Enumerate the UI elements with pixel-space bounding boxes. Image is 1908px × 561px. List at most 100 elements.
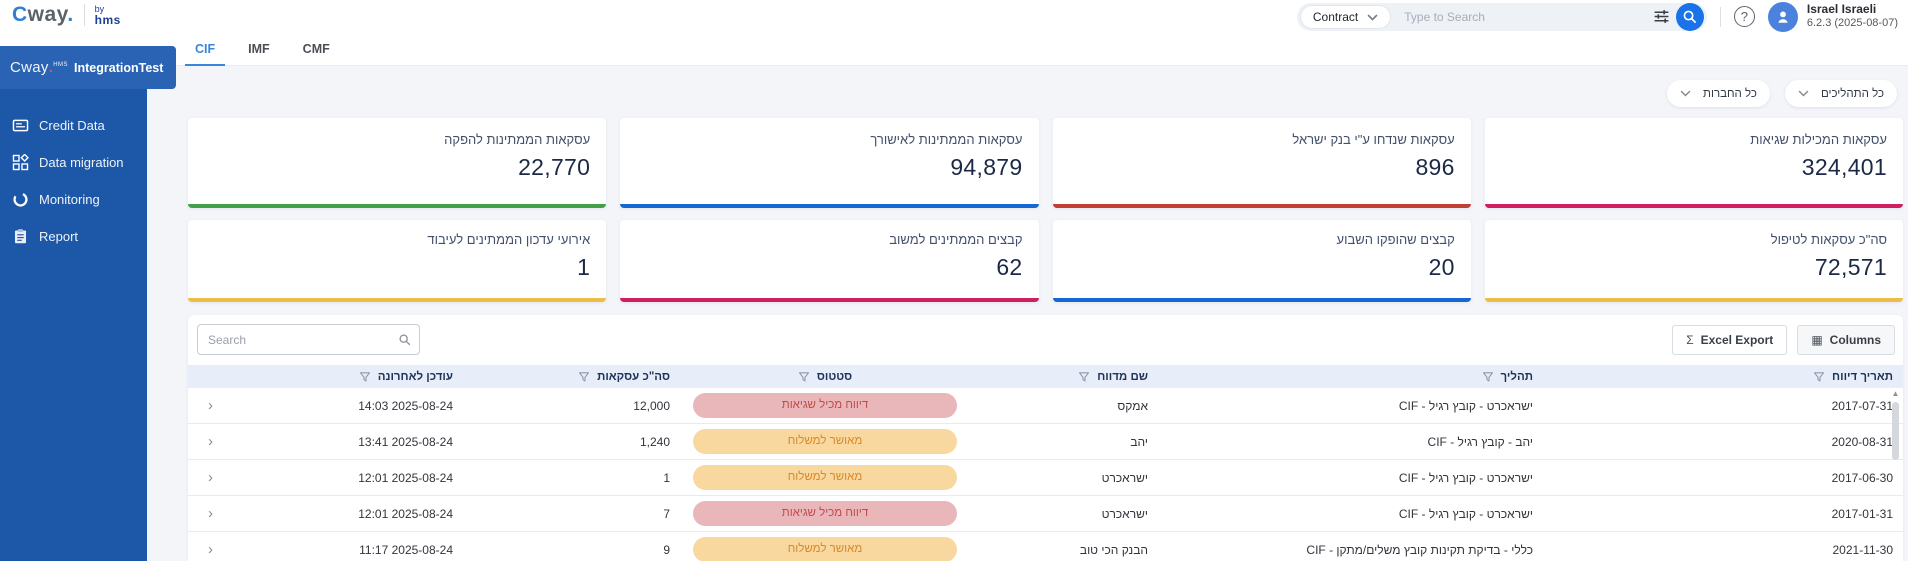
stat-card[interactable]: עסקאות הממתינות להפקה 22,770 (188, 118, 607, 208)
help-icon[interactable]: ? (1733, 6, 1755, 27)
sidebar-item-credit-data[interactable]: Credit Data (0, 107, 147, 144)
scroll-up-icon[interactable]: ▲ (1891, 389, 1900, 398)
expand-row-chevron-icon[interactable]: › (208, 397, 213, 414)
column-header-3[interactable]: סטטוס (680, 371, 970, 383)
filter-funnel-icon[interactable] (1482, 371, 1494, 383)
cell-report-date: 2017-07-31 (1831, 398, 1893, 413)
logo-red-dot: . (48, 59, 54, 76)
table-row[interactable]: 2017-06-30 ישראכרט - קובץ רגיל - CIF ישראכ… (188, 460, 1903, 496)
cell-reporter: אמקס (1117, 398, 1148, 413)
user-name: Israel Israeli (1806, 2, 1877, 17)
app-version: 6.2.3 (2025-08-07) (1806, 17, 1898, 30)
environment-title: IntegrationTest (74, 60, 164, 75)
stat-card[interactable]: עסקאות המכילות שגיאות 324,401 (1484, 118, 1903, 208)
cell-status: מאושר למשלוח (680, 429, 970, 454)
search-button[interactable] (1675, 2, 1704, 31)
filter-funnel-icon[interactable] (798, 371, 810, 383)
cell-process: ישראכרט - קובץ רגיל - CIF (1398, 470, 1533, 485)
sidebar-item-monitoring[interactable]: Monitoring (0, 181, 147, 218)
column-header-0[interactable]: תאריך דיווח (1543, 371, 1903, 383)
cell-last-updated: 2025-08-24 12:01 (358, 506, 453, 521)
report-icon (12, 228, 29, 245)
filter-funnel-icon[interactable] (359, 371, 371, 383)
expand-row-chevron-icon[interactable]: › (208, 505, 213, 522)
logo-letter-c: C (12, 3, 28, 26)
cell-total: 9 (663, 542, 670, 557)
sidebar-item-data-migration[interactable]: Data migration (0, 144, 147, 181)
search-icon (398, 333, 411, 351)
chevron-down-icon (1680, 90, 1691, 97)
expand-row-chevron-icon[interactable]: › (208, 541, 213, 558)
columns-button[interactable]: ▦ Columns (1797, 325, 1895, 355)
cell-status: דיווח מכיל שגיאות (680, 501, 970, 526)
tab-cif[interactable]: CIF (185, 33, 226, 66)
chevron-down-icon (1367, 10, 1378, 24)
stat-card[interactable]: סה"כ עסקאות לטיפול 72,571 (1484, 220, 1903, 302)
column-header-label: תהליך (1500, 370, 1533, 383)
sidebar-header: Cway.HMS IntegrationTest (0, 46, 176, 89)
stat-card-row: עסקאות המכילות שגיאות 324,401 עסקאות שנדחו… (188, 118, 1903, 208)
filter-funnel-icon[interactable] (578, 371, 590, 383)
filter-dropdown-1[interactable]: כל התהליכים (1784, 80, 1897, 107)
column-header-4[interactable]: סה"כ עסקאות (463, 371, 680, 383)
cell-status: דיווח מכיל שגיאות (680, 393, 970, 418)
sidebar-item-label: Credit Data (39, 118, 105, 133)
table-search-input[interactable] (197, 324, 420, 355)
sidebar-item-label: Data migration (39, 155, 124, 170)
user-avatar (1767, 1, 1798, 32)
stat-card[interactable]: עסקאות הממתינות לאישורך 94,879 (620, 118, 1039, 208)
tabs: CIF IMF CMF (185, 33, 340, 66)
column-header-5[interactable]: עודכן לאחרונה (233, 371, 463, 383)
top-header-bar: Cway. by hms Contract (0, 0, 1908, 33)
table-row[interactable]: 2017-01-31 ישראכרט - קובץ רגיל - CIF ישראכ… (188, 496, 1903, 532)
table-body: 2017-07-31 ישראכרט - קובץ רגיל - CIF אמקס ד… (188, 388, 1903, 561)
cell-reporter: ישראכרט (1101, 506, 1148, 521)
filter-dropdown-2[interactable]: כל החברות (1667, 80, 1770, 107)
stat-card[interactable]: עסקאות שנדחו ע"י בנק ישראל 896 (1052, 118, 1471, 208)
status-badge: מאושר למשלוח (693, 429, 957, 454)
cell-reporter: יהב (1130, 434, 1148, 449)
sidebar-item-label: Report (39, 229, 79, 244)
cell-total: 1 (663, 470, 670, 485)
cell-report-date: 2017-01-31 (1831, 506, 1893, 521)
user-menu[interactable]: Israel Israeli 6.2.3 (2025-08-07) (1767, 1, 1898, 32)
stat-card[interactable]: אירועי עדכון הממתינים לעיבוד 1 (188, 220, 607, 302)
logo-text: way (27, 3, 68, 26)
columns-icon: ▦ (1811, 333, 1823, 347)
sidebar-nav: Credit Data Data migration Monitoring Repor… (0, 89, 147, 561)
header-divider (1719, 6, 1721, 27)
stat-card[interactable]: קבצים הממתינים למשוב 62 (620, 220, 1039, 302)
table-row[interactable]: 2017-07-31 ישראכרט - קובץ רגיל - CIF אמקס ד… (188, 388, 1903, 424)
column-header-1[interactable]: תהליך (1158, 371, 1543, 383)
filter-funnel-icon[interactable] (1813, 371, 1825, 383)
stat-card-value: 1 (577, 254, 591, 280)
expand-row-chevron-icon[interactable]: › (208, 469, 213, 486)
stat-card-value: 94,879 (950, 154, 1023, 180)
column-header-label: תאריך דיווח (1832, 370, 1893, 383)
cell-status: מאושר למשלוח (680, 537, 970, 561)
sidebar-item-report[interactable]: Report (0, 218, 147, 255)
column-header-2[interactable]: שם מדווח (970, 371, 1158, 383)
tab-cmf[interactable]: CMF (302, 41, 330, 56)
advanced-filter-icon[interactable] (1653, 8, 1670, 25)
sidebar-item-label: Monitoring (39, 192, 100, 207)
global-search-input[interactable] (1391, 9, 1653, 24)
table-row[interactable]: 2020-08-31 יהב - קובץ רגיל - CIF יהב מאושר … (188, 424, 1903, 460)
tab-imf[interactable]: IMF (248, 41, 270, 56)
excel-export-button[interactable]: Σ Excel Export (1672, 325, 1788, 355)
sigma-icon: Σ (1686, 333, 1694, 347)
filter-funnel-icon[interactable] (1078, 371, 1090, 383)
stat-card-title: עסקאות שנדחו ע"י בנק ישראל (1292, 132, 1455, 147)
chevron-down-icon (1798, 90, 1809, 97)
table-row[interactable]: 2021-11-30 כללי - בדיקת תקינות קובץ משלים… (188, 532, 1903, 561)
expand-row-chevron-icon[interactable]: › (208, 433, 213, 450)
table-scrollbar[interactable]: ▲ (1890, 388, 1901, 561)
by-hms-logo: by hms (94, 3, 121, 27)
table-actions: Σ Excel Export ▦ Columns (1672, 325, 1895, 355)
stat-card-value: 896 (1415, 154, 1455, 180)
stat-card[interactable]: קבצים שהופקו השבוע 20 (1052, 220, 1471, 302)
scrollbar-thumb[interactable] (1892, 402, 1899, 460)
stat-card-title: עסקאות הממתינות לאישורך (870, 132, 1023, 147)
search-category-dropdown[interactable]: Contract (1299, 4, 1392, 29)
